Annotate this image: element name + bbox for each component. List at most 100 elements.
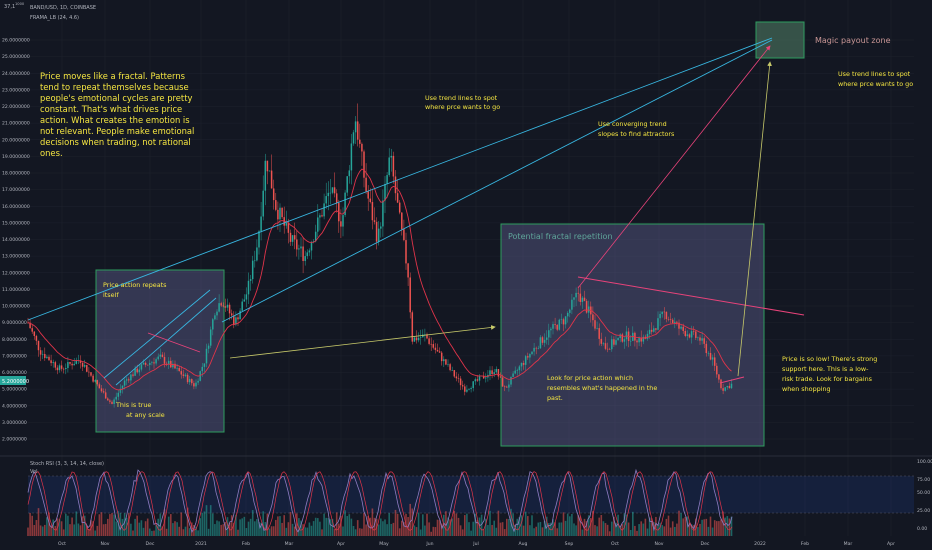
x-tick-label: Jul bbox=[472, 541, 479, 547]
low-price-note[interactable]: Price is so low! There's strong support … bbox=[782, 355, 879, 393]
candle-body bbox=[167, 360, 170, 365]
volume-bar bbox=[396, 513, 399, 536]
volume-bar bbox=[394, 509, 397, 536]
trendline-small-b[interactable] bbox=[115, 297, 217, 386]
candle-body bbox=[718, 374, 720, 380]
candle-body bbox=[682, 326, 684, 331]
candle-body bbox=[138, 369, 141, 373]
pink-support-line[interactable] bbox=[719, 376, 745, 384]
volume-bar bbox=[640, 521, 642, 536]
scale-note[interactable]: This is true at any scale bbox=[115, 401, 165, 419]
candle-body bbox=[445, 359, 447, 365]
volume-bar bbox=[88, 528, 90, 536]
indicator-label[interactable]: FRAMA_LB (24, 4.6) bbox=[30, 15, 79, 21]
volume-bar bbox=[270, 526, 273, 536]
converging-note[interactable]: Use converging trend slopes to find attr… bbox=[598, 120, 675, 138]
volume-bar bbox=[107, 518, 109, 536]
trendline-upper[interactable] bbox=[27, 37, 773, 321]
candle-body bbox=[415, 337, 418, 341]
price-top-label: 37,1 bbox=[4, 4, 15, 10]
volume-bar bbox=[678, 510, 680, 536]
candle-body bbox=[598, 328, 600, 339]
candle-body bbox=[180, 371, 183, 375]
yellow-arrow-to-zone[interactable] bbox=[737, 61, 772, 377]
candle-body bbox=[151, 362, 153, 363]
volume-bar bbox=[289, 512, 292, 536]
volume-bar bbox=[100, 512, 103, 536]
candle-body bbox=[203, 363, 206, 367]
volume-bar bbox=[646, 528, 649, 536]
fractal-box-label[interactable]: Potential fractal repetition bbox=[508, 232, 613, 241]
trend-note-right[interactable]: Use trend lines to spot where prce wants… bbox=[838, 70, 913, 88]
y-axis[interactable]: 26.0000000 25.0000000 24.0000000 23.0000000… bbox=[2, 38, 30, 443]
candle-body bbox=[692, 331, 695, 332]
candle-body bbox=[308, 250, 311, 253]
small-fractal-box[interactable] bbox=[95, 269, 225, 433]
volume-bar bbox=[682, 518, 684, 536]
volume-bar bbox=[365, 524, 367, 536]
volume-bar bbox=[115, 521, 117, 536]
trend-note-mid[interactable]: Use trend lines to spot where prce wants… bbox=[425, 94, 500, 111]
candle-body bbox=[98, 384, 101, 389]
candle-body bbox=[508, 384, 510, 388]
symbol-label[interactable]: BAND/USD, 1D, COINBASE bbox=[30, 5, 96, 11]
volume-bar bbox=[304, 527, 306, 536]
candle-body bbox=[140, 364, 143, 370]
volume-bar bbox=[359, 528, 361, 536]
candle-body bbox=[474, 379, 477, 382]
volume-label[interactable]: Vol bbox=[30, 469, 37, 475]
pink-resistance-line[interactable] bbox=[577, 276, 805, 316]
x-tick-label: 2022 bbox=[754, 541, 766, 547]
volume-bar bbox=[648, 517, 651, 536]
candle-body bbox=[306, 252, 309, 257]
volume-bar bbox=[644, 518, 647, 536]
candle-body bbox=[558, 319, 561, 330]
pink-arrow-to-zone[interactable] bbox=[577, 45, 771, 289]
volume-bar bbox=[319, 521, 321, 536]
volume-bar bbox=[556, 528, 558, 536]
candle-body bbox=[650, 329, 653, 332]
candle-body bbox=[730, 383, 733, 389]
candle-body bbox=[527, 356, 529, 358]
candle-body bbox=[123, 380, 126, 386]
volume-bar bbox=[686, 516, 689, 536]
volume-bar bbox=[348, 514, 351, 536]
intro-note[interactable]: Price moves like a fractal. Patterns ten… bbox=[40, 71, 197, 158]
volume-bar bbox=[417, 512, 420, 536]
trendline-lower[interactable] bbox=[221, 39, 773, 323]
magic-payout-zone-box[interactable] bbox=[755, 21, 805, 59]
volume-bar bbox=[331, 518, 334, 536]
candle-body bbox=[405, 240, 407, 264]
candle-body bbox=[222, 305, 225, 307]
volume-bar bbox=[604, 523, 607, 536]
current-price-badge[interactable]: 5.2000000 bbox=[2, 379, 29, 385]
volume-bar bbox=[350, 518, 353, 536]
candle-body bbox=[711, 357, 714, 360]
candle-body bbox=[392, 155, 395, 177]
y-tick-label: 12.0000000 bbox=[2, 270, 30, 276]
magic-zone-label[interactable]: Magic payout zone bbox=[815, 36, 891, 45]
volume-bar bbox=[58, 519, 61, 536]
y-tick-label: 26.0000000 bbox=[2, 38, 30, 44]
candle-body bbox=[300, 246, 302, 249]
candle-body bbox=[461, 385, 464, 387]
candle-body bbox=[146, 364, 149, 366]
candle-body bbox=[560, 319, 563, 320]
volume-bar bbox=[222, 524, 225, 536]
volume-bar bbox=[92, 521, 94, 536]
yellow-arrow-projection[interactable] bbox=[229, 325, 496, 359]
volume-bar bbox=[699, 523, 701, 536]
trendline-small-a[interactable] bbox=[103, 289, 211, 379]
volume-bar bbox=[543, 520, 546, 536]
x-axis[interactable]: Oct Nov Dec 2021 Feb Mar Apr May Jun Jul Aug Sep Oct… bbox=[58, 541, 895, 547]
oscillator-right-axis[interactable]: 100.00 75.00 50.00 25.00 0.00 bbox=[917, 459, 932, 532]
pink-small-line[interactable] bbox=[147, 332, 201, 353]
volume-bar bbox=[562, 512, 565, 536]
candle-body bbox=[54, 362, 57, 368]
repeat-note[interactable]: Price action repeats itself bbox=[103, 281, 169, 299]
look-for-note[interactable]: Look for price action which resembles wh… bbox=[547, 374, 659, 402]
volume-bar bbox=[155, 524, 157, 536]
stoch-label[interactable]: Stoch RSI (3, 3, 14, 14, close) bbox=[30, 461, 104, 467]
volume-bar bbox=[354, 529, 357, 536]
